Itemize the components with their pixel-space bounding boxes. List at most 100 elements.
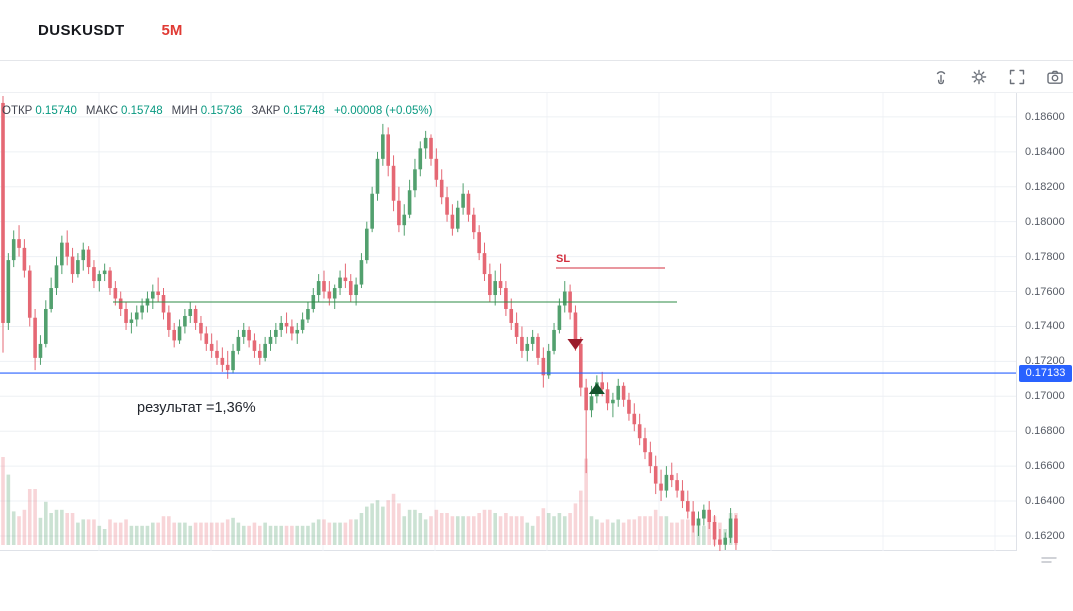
volume-bar bbox=[220, 522, 225, 545]
candle-body bbox=[375, 158, 380, 194]
candle-body bbox=[113, 288, 118, 299]
sell-marker[interactable] bbox=[567, 339, 584, 351]
volume-bar bbox=[643, 516, 647, 545]
candle-body bbox=[466, 193, 471, 215]
settings-button[interactable] bbox=[965, 64, 993, 90]
candle-body bbox=[134, 312, 139, 320]
price-axis-label: 0.17400 bbox=[1025, 320, 1065, 333]
candle-body bbox=[723, 537, 728, 545]
volume-bar bbox=[397, 503, 401, 545]
fullscreen-icon bbox=[1009, 69, 1025, 84]
candle-body bbox=[509, 308, 514, 323]
volume-bar bbox=[595, 519, 599, 545]
volume-bar bbox=[552, 516, 556, 545]
volume-bar bbox=[562, 516, 567, 545]
volume-bar bbox=[17, 516, 21, 545]
candle-body bbox=[268, 336, 273, 344]
price-axis-label: 0.18600 bbox=[1025, 110, 1065, 123]
candle-body bbox=[675, 480, 679, 491]
timeframe-label[interactable]: 5M bbox=[161, 21, 183, 39]
volume-bar bbox=[11, 511, 16, 545]
candle-body bbox=[252, 340, 257, 351]
volume-bar bbox=[70, 513, 75, 545]
candle-body bbox=[177, 326, 182, 341]
volume-bar bbox=[381, 506, 385, 545]
result-annotation[interactable]: результат =1,36% bbox=[137, 400, 256, 416]
volume-bar bbox=[359, 513, 364, 545]
volume-bar bbox=[311, 522, 316, 545]
candle-body bbox=[359, 260, 364, 285]
volume-bar bbox=[568, 513, 572, 545]
candle-body bbox=[686, 501, 690, 512]
volume-bar bbox=[455, 516, 460, 545]
volume-bar bbox=[322, 519, 326, 545]
candle-body bbox=[423, 137, 428, 149]
candle-body bbox=[621, 385, 626, 400]
candle-body bbox=[648, 452, 653, 467]
sl-label[interactable]: SL bbox=[556, 252, 571, 265]
volume-bar bbox=[49, 513, 53, 545]
volume-bar bbox=[530, 525, 535, 545]
candle-body bbox=[589, 396, 594, 411]
candle-body bbox=[402, 214, 407, 226]
volume-bar bbox=[477, 513, 481, 545]
candle-body bbox=[236, 336, 241, 351]
candle-body bbox=[734, 518, 738, 543]
candle-body bbox=[27, 270, 32, 318]
candle-body bbox=[92, 267, 96, 282]
candle-body bbox=[161, 295, 166, 313]
ohlc-info-bar: ОТКР 0.15740 МАКС 0.15748 МИН 0.15736 ЗАКР 0.15… bbox=[2, 105, 432, 117]
volume-bar bbox=[199, 522, 203, 545]
candle-body bbox=[520, 336, 524, 351]
price-axis[interactable]: 0.18600 0.18400 0.18200 0.18000 0.17800 0.176… bbox=[1016, 93, 1073, 551]
candle-body bbox=[17, 239, 21, 248]
volume-bar bbox=[514, 516, 519, 545]
volume-bar bbox=[509, 516, 514, 545]
volume-bar bbox=[621, 522, 626, 545]
buy-marker[interactable] bbox=[588, 383, 605, 395]
axis-toggle-button[interactable] bbox=[1037, 552, 1061, 568]
volume-bar bbox=[365, 506, 369, 545]
candle-body bbox=[44, 308, 48, 344]
candle-body bbox=[680, 490, 685, 502]
candle-body bbox=[472, 214, 476, 233]
hand-tool-button[interactable] bbox=[927, 64, 955, 90]
volume-bar bbox=[258, 525, 262, 545]
candle-body bbox=[429, 137, 433, 159]
price-axis-label: 0.16200 bbox=[1025, 529, 1065, 542]
volume-bar bbox=[461, 516, 465, 545]
candle-body bbox=[220, 357, 225, 365]
volume-bar bbox=[525, 522, 530, 545]
candle-body bbox=[343, 277, 348, 282]
candle-body bbox=[6, 260, 11, 323]
snapshot-button[interactable] bbox=[1041, 64, 1069, 90]
hand-tool-icon bbox=[936, 70, 946, 84]
candle-body bbox=[504, 288, 508, 309]
fullscreen-button[interactable] bbox=[1003, 64, 1031, 90]
candle-body bbox=[536, 336, 540, 358]
volume-bar bbox=[316, 519, 321, 545]
candle-body bbox=[391, 165, 396, 201]
candle-body bbox=[605, 389, 610, 404]
candle-body bbox=[579, 343, 583, 388]
volume-bar bbox=[54, 509, 59, 545]
candle-body bbox=[557, 305, 562, 330]
candle-body bbox=[156, 291, 160, 296]
volume-bar bbox=[225, 519, 230, 545]
candle-body bbox=[632, 413, 637, 425]
volume-bar bbox=[680, 519, 685, 545]
symbol-name[interactable]: DUSKUSDT bbox=[38, 21, 125, 39]
candle-body bbox=[215, 350, 219, 358]
ohlc-field: ОТКР 0.15740 bbox=[2, 105, 77, 117]
chart-canvas[interactable] bbox=[0, 93, 1016, 551]
volume-bar bbox=[653, 509, 658, 545]
candle-body bbox=[108, 270, 112, 289]
volume-bar bbox=[124, 519, 128, 545]
candle-body bbox=[477, 232, 481, 254]
volume-bar bbox=[268, 525, 273, 545]
candle-body bbox=[183, 315, 187, 327]
volume-bar bbox=[252, 522, 257, 545]
candle-body bbox=[691, 511, 695, 526]
volume-bar bbox=[6, 474, 11, 545]
volume-bar bbox=[370, 503, 374, 545]
